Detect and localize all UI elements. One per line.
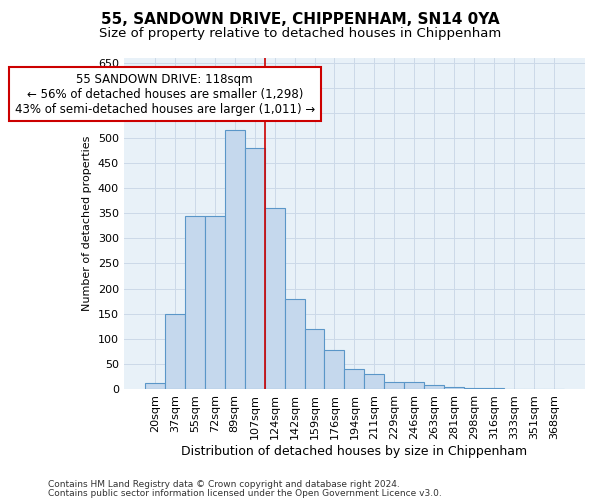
Bar bbox=[284, 298, 305, 389]
Bar bbox=[484, 388, 504, 389]
Bar bbox=[404, 382, 424, 389]
Bar bbox=[165, 314, 185, 389]
Bar bbox=[424, 385, 444, 389]
Bar bbox=[185, 216, 205, 389]
Y-axis label: Number of detached properties: Number of detached properties bbox=[82, 136, 92, 311]
Bar bbox=[385, 382, 404, 389]
Text: Size of property relative to detached houses in Chippenham: Size of property relative to detached ho… bbox=[99, 28, 501, 40]
X-axis label: Distribution of detached houses by size in Chippenham: Distribution of detached houses by size … bbox=[181, 444, 527, 458]
Bar bbox=[464, 388, 484, 389]
Text: 55, SANDOWN DRIVE, CHIPPENHAM, SN14 0YA: 55, SANDOWN DRIVE, CHIPPENHAM, SN14 0YA bbox=[101, 12, 499, 28]
Bar bbox=[325, 350, 344, 389]
Bar bbox=[205, 216, 224, 389]
Bar bbox=[444, 387, 464, 389]
Bar bbox=[364, 374, 385, 389]
Bar bbox=[305, 328, 325, 389]
Bar bbox=[245, 148, 265, 389]
Text: Contains public sector information licensed under the Open Government Licence v3: Contains public sector information licen… bbox=[48, 488, 442, 498]
Bar bbox=[224, 130, 245, 389]
Text: Contains HM Land Registry data © Crown copyright and database right 2024.: Contains HM Land Registry data © Crown c… bbox=[48, 480, 400, 489]
Bar bbox=[344, 369, 364, 389]
Bar bbox=[145, 383, 165, 389]
Text: 55 SANDOWN DRIVE: 118sqm
← 56% of detached houses are smaller (1,298)
43% of sem: 55 SANDOWN DRIVE: 118sqm ← 56% of detach… bbox=[14, 72, 315, 116]
Bar bbox=[265, 208, 284, 389]
